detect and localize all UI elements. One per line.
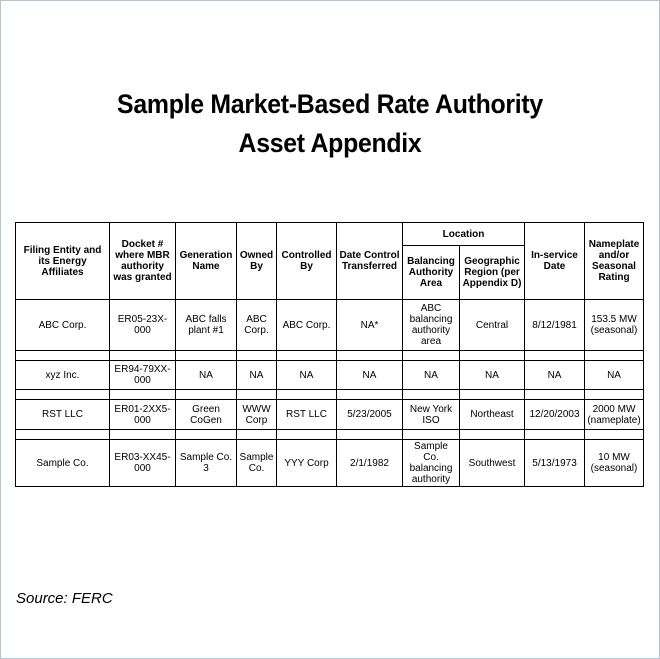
cell-rating: NA bbox=[584, 360, 645, 390]
spacer-row bbox=[15, 350, 645, 361]
cell-in-service: 12/20/2003 bbox=[524, 399, 586, 430]
cell-entity: Sample Co. bbox=[15, 439, 110, 487]
header-location: Location bbox=[401, 222, 526, 246]
cell-entity: xyz Inc. bbox=[15, 360, 110, 390]
table-row: xyz Inc. ER94-79XX-000 NA NA NA NA NA NA… bbox=[15, 360, 645, 390]
cell-generation: Sample Co. 3 bbox=[175, 439, 237, 487]
header-docket: Docket # where MBR authority was granted bbox=[109, 222, 176, 300]
header-balancing-area: Balancing Authority Area bbox=[402, 245, 460, 300]
cell-balancing: Sample Co. balancing authority bbox=[402, 439, 460, 487]
header-controlled-by: Controlled By bbox=[276, 222, 337, 300]
cell-region: Central bbox=[458, 299, 526, 351]
cell-date-control: 5/23/2005 bbox=[336, 399, 403, 430]
cell-owned: NA bbox=[236, 360, 277, 390]
cell-docket: ER05-23X-000 bbox=[109, 299, 176, 351]
header-row: Filing Entity and its Energy Affiliates … bbox=[15, 222, 645, 300]
cell-owned: WWW Corp bbox=[236, 399, 277, 430]
cell-generation: Green CoGen bbox=[175, 399, 237, 430]
table-row: ABC Corp. ER05-23X-000 ABC falls plant #… bbox=[15, 299, 645, 351]
cell-in-service: 8/12/1981 bbox=[524, 299, 586, 351]
cell-controlled: ABC Corp. bbox=[276, 299, 337, 351]
asset-appendix-table: Filing Entity and its Energy Affiliates … bbox=[15, 222, 645, 487]
header-date-control: Date Control Transferred bbox=[336, 222, 403, 300]
cell-region: NA bbox=[458, 360, 526, 390]
spacer-row bbox=[15, 389, 645, 400]
cell-balancing: NA bbox=[402, 360, 460, 390]
cell-docket: ER03-XX45-000 bbox=[109, 439, 176, 487]
header-owned-by: Owned By bbox=[236, 222, 277, 300]
cell-docket: ER01-2XX5-000 bbox=[109, 399, 176, 430]
cell-rating: 153.5 MW (seasonal) bbox=[584, 299, 645, 351]
cell-rating: 2000 MW (nameplate) bbox=[584, 399, 645, 430]
table-row: RST LLC ER01-2XX5-000 Green CoGen WWW Co… bbox=[15, 399, 645, 430]
cell-date-control: NA* bbox=[336, 299, 403, 351]
header-generation-name: Generation Name bbox=[175, 222, 237, 300]
cell-balancing: ABC balancing authority area bbox=[402, 299, 460, 351]
cell-docket: ER94-79XX-000 bbox=[109, 360, 176, 390]
cell-entity: RST LLC bbox=[15, 399, 110, 430]
header-subrow: Balancing Authority Area Geographic Regi… bbox=[16, 245, 644, 300]
cell-date-control: NA bbox=[336, 360, 403, 390]
header-filing-entity: Filing Entity and its Energy Affiliates bbox=[15, 222, 110, 300]
cell-controlled: RST LLC bbox=[276, 399, 337, 430]
cell-in-service: 5/13/1973 bbox=[524, 439, 586, 487]
header-nameplate: Nameplate and/or Seasonal Rating bbox=[584, 222, 645, 300]
cell-rating: 10 MW (seasonal) bbox=[584, 439, 645, 487]
cell-generation: ABC falls plant #1 bbox=[175, 299, 237, 351]
header-geo-region: Geographic Region (per Appendix D) bbox=[458, 245, 526, 300]
cell-owned: Sample Co. bbox=[236, 439, 277, 487]
header-in-service: In-service Date bbox=[524, 222, 586, 300]
spacer-row bbox=[15, 429, 645, 440]
cell-in-service: NA bbox=[524, 360, 586, 390]
cell-controlled: YYY Corp bbox=[276, 439, 337, 487]
cell-balancing: New York ISO bbox=[402, 399, 460, 430]
cell-generation: NA bbox=[175, 360, 237, 390]
cell-date-control: 2/1/1982 bbox=[336, 439, 403, 487]
cell-entity: ABC Corp. bbox=[15, 299, 110, 351]
cell-owned: ABC Corp. bbox=[236, 299, 277, 351]
table-row: Sample Co. ER03-XX45-000 Sample Co. 3 Sa… bbox=[15, 439, 645, 487]
cell-controlled: NA bbox=[276, 360, 337, 390]
cell-region: Northeast bbox=[458, 399, 526, 430]
source-caption: Source: FERC bbox=[16, 590, 113, 607]
page-subtitle: Asset Appendix bbox=[238, 128, 422, 158]
page-title: Sample Market-Based Rate Authority bbox=[117, 89, 543, 119]
cell-region: Southwest bbox=[458, 439, 526, 487]
